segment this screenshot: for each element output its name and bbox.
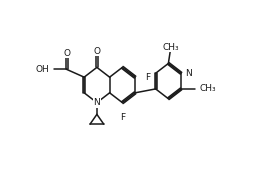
Text: F: F [145,73,150,82]
Text: CH₃: CH₃ [200,84,216,93]
Text: O: O [93,47,100,56]
Text: F: F [120,113,125,122]
Text: N: N [185,69,192,78]
Text: CH₃: CH₃ [162,43,179,52]
Text: O: O [63,49,70,57]
Text: OH: OH [36,65,50,74]
Text: N: N [93,98,100,107]
